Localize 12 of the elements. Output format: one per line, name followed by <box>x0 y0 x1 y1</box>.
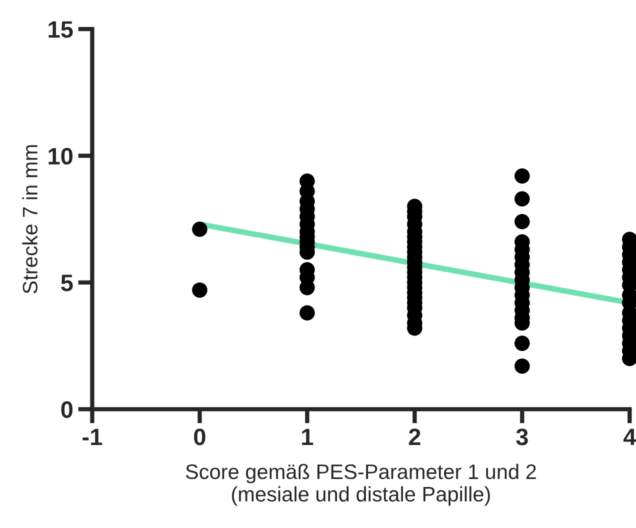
y-tick-label: 0 <box>61 401 73 418</box>
y-axis-title: Strecke 7 in mm <box>22 145 38 294</box>
x-tick-label: 0 <box>194 428 206 446</box>
y-tick-label: 15 <box>48 21 73 38</box>
x-tick-label: 2 <box>408 428 420 446</box>
x-tick-label: -1 <box>82 428 102 446</box>
y-tick-label: 5 <box>61 274 73 292</box>
y-tick-label: 10 <box>48 148 73 165</box>
x-tick-label: 1 <box>302 428 314 446</box>
x-tick-label: 4 <box>623 428 636 446</box>
x-axis-title: Score gemäß PES-Parameter 1 und 2 (mesiale und distale Papille) <box>186 464 536 506</box>
x-tick-label: 3 <box>516 428 528 446</box>
